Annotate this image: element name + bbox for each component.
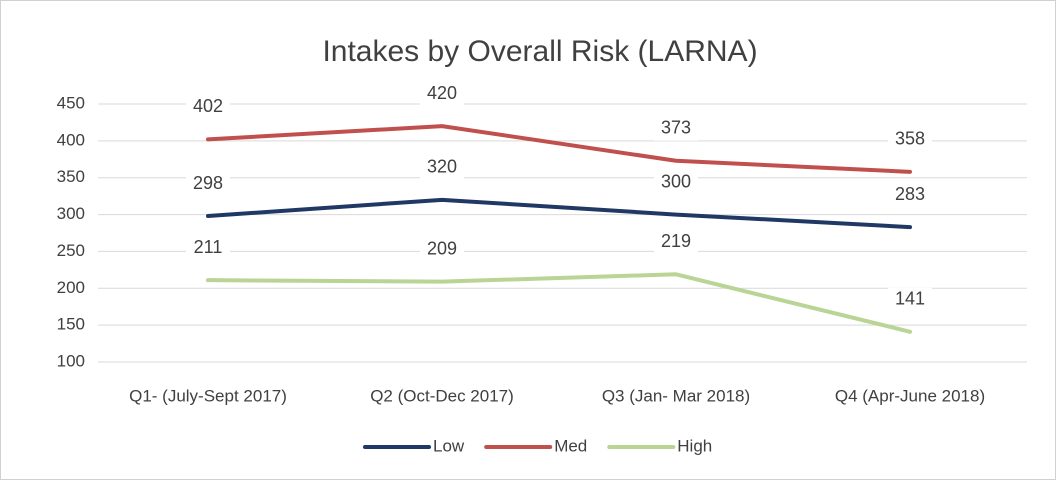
y-tick-label: 350	[57, 167, 85, 186]
data-label-bg	[186, 236, 230, 261]
line-series	[206, 124, 912, 174]
data-label-bg	[888, 287, 932, 312]
x-tick-label: Q4 (Apr-June 2018)	[835, 386, 985, 405]
x-tick-label: Q2 (Oct-Dec 2017)	[370, 386, 514, 405]
data-label-bg	[420, 237, 464, 262]
y-tick-label: 150	[57, 315, 85, 334]
y-tick-label: 300	[57, 204, 85, 223]
y-tick-label: 450	[57, 93, 85, 112]
x-tick-label: Q1- (July-Sept 2017)	[129, 386, 287, 405]
line-series	[206, 272, 912, 334]
data-label: 358	[895, 129, 925, 149]
data-label: 209	[427, 238, 457, 258]
y-tick-label: 250	[57, 241, 85, 260]
data-label-bg	[888, 183, 932, 208]
data-label-bg	[420, 82, 464, 107]
data-label-bg	[654, 116, 698, 141]
data-label: 420	[427, 83, 457, 103]
data-label-bg	[654, 230, 698, 255]
y-tick-label: 200	[57, 278, 85, 297]
y-tick-label: 100	[57, 351, 85, 370]
chart-title: Intakes by Overall Risk (LARNA)	[322, 35, 757, 68]
data-label-bg	[888, 127, 932, 152]
data-label-bg	[186, 172, 230, 197]
data-label: 402	[193, 96, 223, 116]
data-label: 298	[193, 173, 223, 193]
line-series	[206, 197, 912, 230]
legend-label: Low	[433, 436, 465, 455]
data-label: 211	[194, 237, 223, 257]
data-label: 373	[661, 118, 691, 138]
data-label-bg	[186, 95, 230, 120]
x-tick-label: Q3 (Jan- Mar 2018)	[602, 386, 750, 405]
data-label: 283	[895, 184, 925, 204]
data-label: 219	[661, 231, 691, 251]
legend-label: High	[677, 436, 712, 455]
data-label: 320	[427, 157, 457, 177]
data-label-bg	[654, 170, 698, 195]
y-tick-label: 400	[57, 130, 85, 149]
data-label: 141	[895, 289, 925, 309]
data-label-bg	[420, 155, 464, 180]
data-label: 300	[661, 171, 691, 191]
legend-label: Med	[554, 436, 587, 455]
